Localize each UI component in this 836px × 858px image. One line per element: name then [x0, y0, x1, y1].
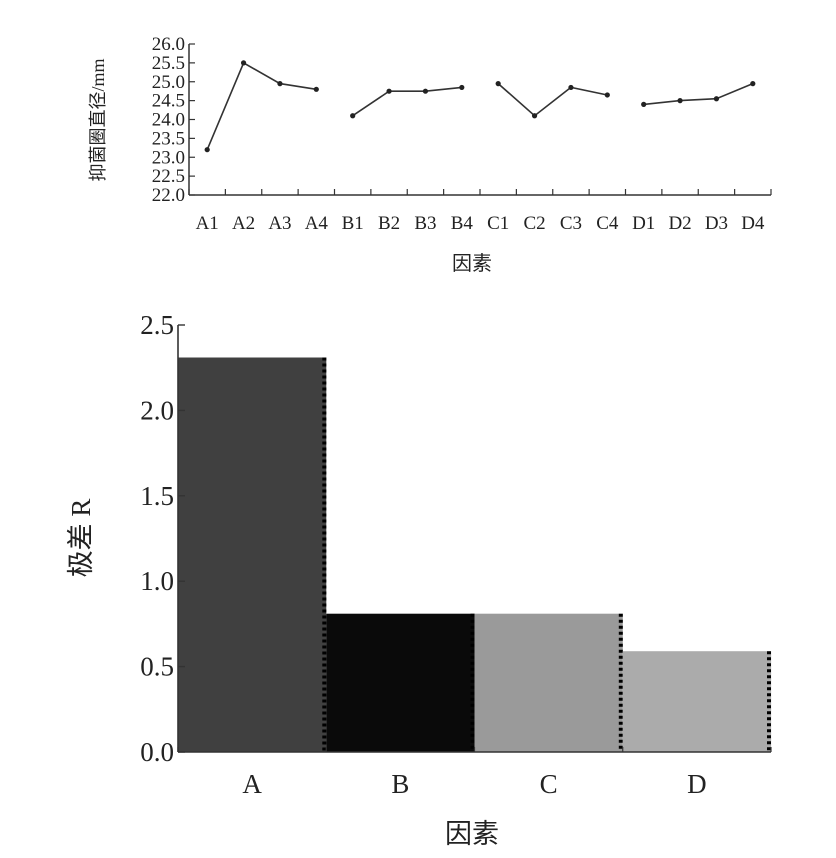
bar-chart: 0.0 0.5 1.0 1.5 2.0 2.5 A B C D 极差 R 因素: [66, 310, 772, 849]
line-chart-point-A: [313, 86, 319, 92]
bar-chart-y-tick-label: 1.0: [140, 566, 174, 596]
line-chart-point-B: [422, 88, 429, 94]
line-chart-x-tick-label: D2: [668, 213, 691, 234]
line-chart-x-tick-label: D1: [632, 213, 655, 234]
line-chart-point-D: [713, 96, 720, 102]
bar-chart-x-axis-label: 因素: [445, 819, 499, 849]
line-chart-point-C: [568, 84, 574, 91]
bar-chart-y-tick-label: 0.5: [140, 652, 174, 682]
line-chart-x-tick-label: C2: [523, 213, 545, 234]
line-chart-point-C: [495, 81, 501, 87]
line-chart-y-tick-label: 26.0: [152, 34, 185, 55]
bar-A: [178, 357, 327, 752]
bar-chart-x-tick-label: D: [687, 769, 707, 799]
line-chart-x-tick-label: D3: [705, 213, 728, 234]
line-chart-x-axis-label: 因素: [452, 252, 492, 275]
line-chart-x-tick-label: B2: [378, 213, 400, 234]
line-chart-y-tick-label: 24.5: [152, 91, 185, 112]
line-chart-series-D: [643, 82, 754, 106]
line-chart-point-D: [641, 101, 647, 107]
line-chart-point-A: [277, 81, 283, 87]
line-chart-x-tick-label: A2: [232, 213, 255, 234]
line-chart-y-tick-label: 25.0: [152, 72, 185, 93]
line-chart-series-C: [497, 82, 608, 117]
line-chart-point-B: [350, 113, 356, 119]
bar-D: [622, 651, 772, 752]
line-chart-point-C: [531, 113, 538, 119]
line-chart-point-A: [240, 60, 247, 66]
line-chart-x-tick-label: C3: [560, 213, 582, 234]
line-chart-x-tick-label: B1: [342, 213, 364, 234]
bar-B: [326, 613, 475, 752]
line-chart: 22.022.523.023.524.024.525.025.526.0 A1 A…: [88, 34, 772, 275]
line-chart-y-tick-label: 22.5: [152, 166, 185, 187]
bar-chart-bars: [178, 357, 772, 752]
line-chart-x-tick-label: C1: [487, 213, 509, 234]
line-chart-y-tick-label: 23.0: [152, 147, 185, 168]
line-chart-point-C: [604, 92, 610, 98]
line-chart-x-tick-label: A3: [268, 213, 291, 234]
line-chart-point-A: [204, 147, 210, 153]
line-chart-series: [204, 60, 756, 153]
line-chart-y-axis-label: 抑菌圈直径/mm: [88, 58, 108, 181]
bar-chart-y-tick-label: 0.0: [140, 737, 174, 767]
bar-chart-y-tick-label: 2.0: [140, 395, 174, 425]
bar-chart-y-ticks: 0.0 0.5 1.0 1.5 2.0 2.5: [140, 310, 185, 767]
line-chart-series-A: [206, 61, 317, 151]
bar-chart-y-tick-label: 1.5: [140, 481, 174, 511]
line-chart-y-tick-label: 24.0: [152, 110, 185, 131]
line-chart-x-tick-label: B4: [451, 213, 474, 234]
line-chart-point-D: [750, 81, 756, 87]
line-chart-x-tick-label: A4: [305, 213, 329, 234]
line-chart-point-B: [459, 84, 465, 91]
line-chart-x-tick-label: D4: [741, 213, 765, 234]
bar-C: [474, 613, 623, 752]
line-chart-x-tick-label: B3: [414, 213, 436, 234]
bar-chart-x-tick-label: C: [540, 769, 558, 799]
bar-chart-x-tick-label: B: [391, 769, 409, 799]
line-chart-y-ticks: 22.022.523.023.524.024.525.025.526.0: [152, 34, 195, 206]
line-chart-y-tick-label: 23.5: [152, 128, 185, 149]
bar-chart-x-tick-label: A: [242, 769, 262, 799]
line-chart-y-tick-label: 25.5: [152, 53, 185, 74]
line-chart-point-B: [386, 88, 392, 94]
line-chart-x-ticks: A1 A2 A3 A4 B1 B2 B3 B4 C1 C2 C3 C4 D1 D2 D3 D4: [188, 189, 772, 234]
line-chart-x-tick-label: C4: [596, 213, 619, 234]
bar-chart-y-tick-label: 2.5: [140, 310, 174, 340]
line-chart-y-tick-label: 22.0: [152, 185, 185, 206]
bar-chart-y-axis-label: 极差 R: [66, 499, 96, 578]
line-chart-point-D: [677, 98, 683, 104]
line-chart-series-B: [352, 86, 462, 117]
line-chart-x-tick-label: A1: [196, 213, 219, 234]
bar-chart-x-ticks: A B C D: [177, 747, 772, 799]
